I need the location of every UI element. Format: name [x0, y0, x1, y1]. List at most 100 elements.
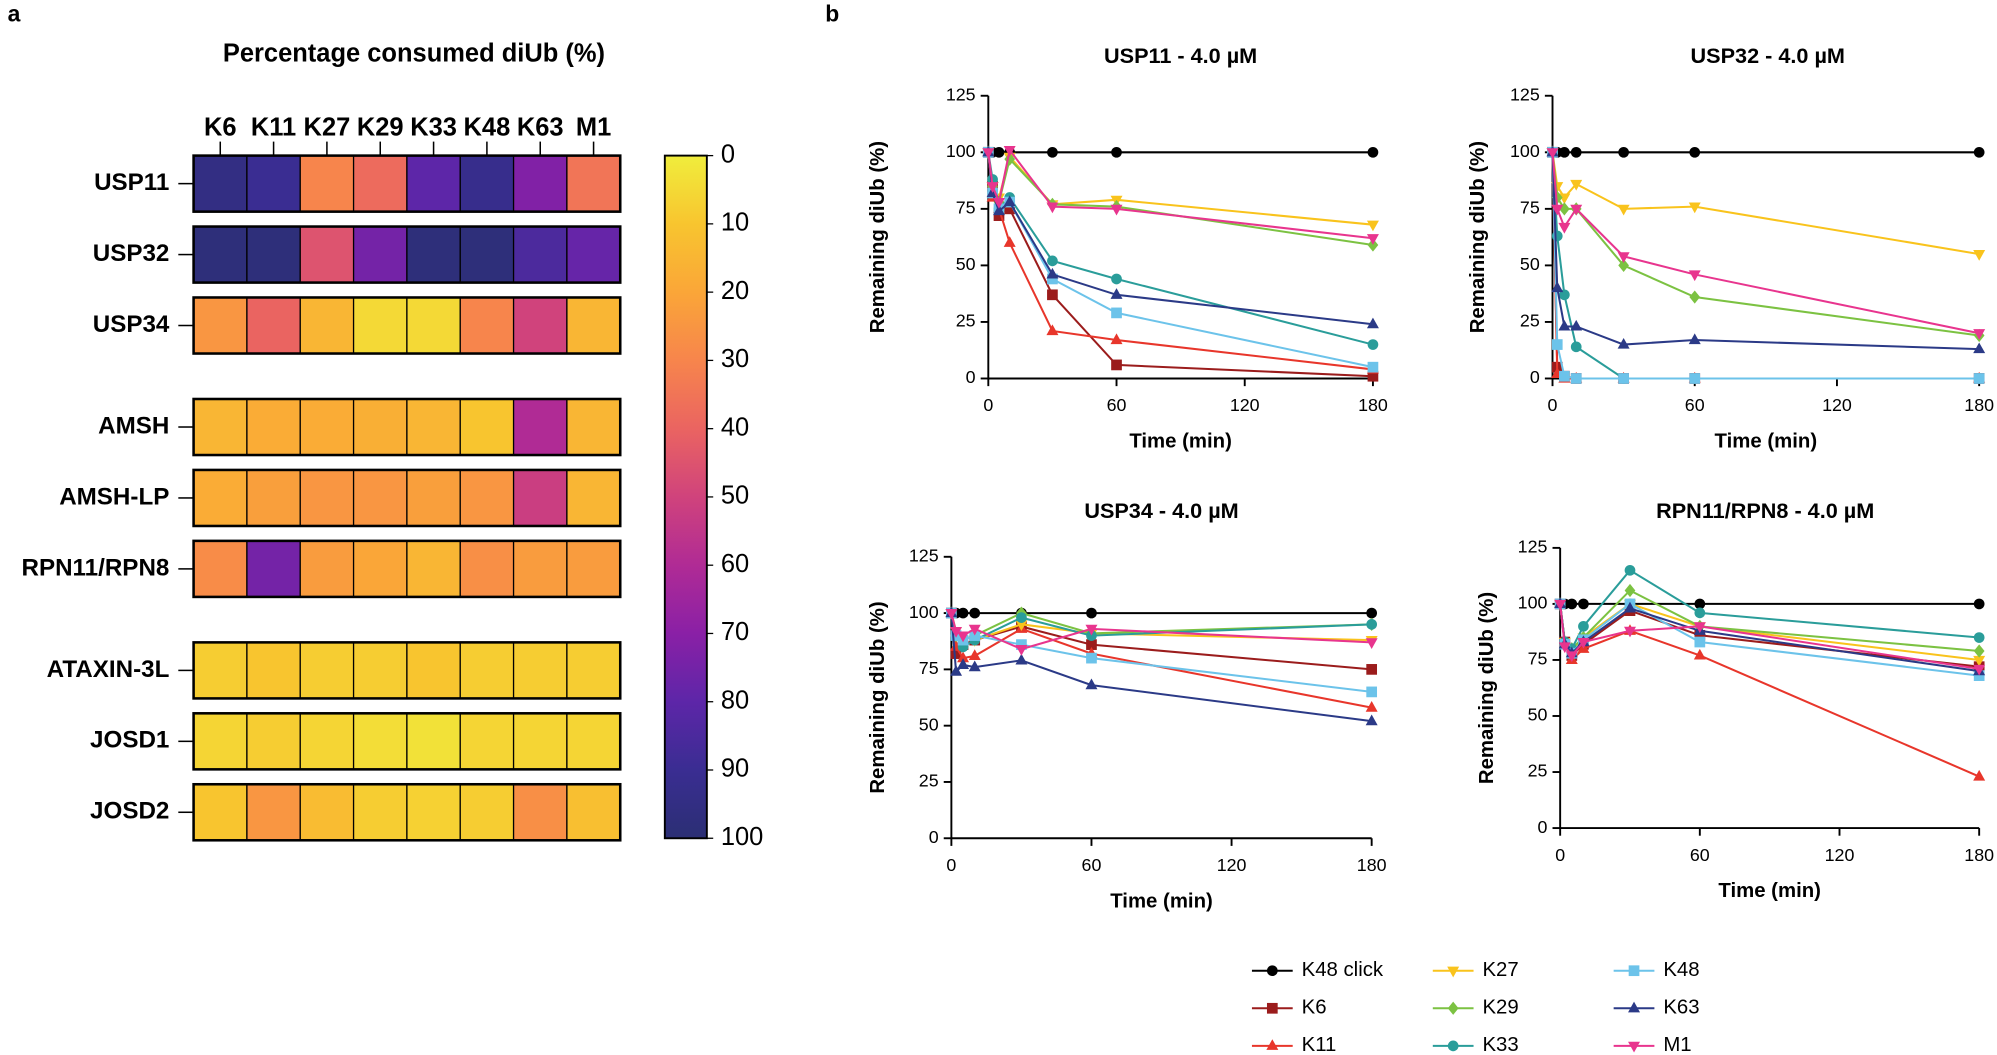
heatmap-cell: [246, 154, 301, 213]
data-point: [1046, 267, 1059, 279]
heatmap-cell: [406, 469, 461, 527]
data-point: [1110, 333, 1123, 345]
heatmap-cell: [352, 296, 408, 355]
x-tick-label: 60: [1690, 845, 1710, 865]
data-point: [1110, 204, 1123, 216]
legend-marker: [1447, 966, 1460, 978]
x-axis-label: Time (min): [1715, 431, 1818, 453]
heatmap-cell: [406, 783, 461, 841]
row-label: JOSD2: [90, 798, 169, 825]
data-point: [1554, 599, 1567, 611]
data-point: [1688, 202, 1701, 214]
data-point: [950, 627, 963, 638]
data-point: [1110, 288, 1123, 299]
data-point: [968, 624, 981, 636]
heatmap-cell: [352, 154, 408, 213]
data-point: [1366, 220, 1379, 232]
heatmap-cell: [299, 469, 355, 527]
colorbar-label: 100: [721, 823, 764, 851]
row-label: AMSH: [98, 412, 169, 439]
data-point: [1689, 373, 1701, 384]
data-point: [1973, 655, 1986, 667]
legend-label: K33: [1482, 1034, 1518, 1055]
legend-label: K11: [1302, 1034, 1337, 1055]
data-point: [1085, 678, 1098, 690]
data-point: [968, 660, 981, 672]
heatmap-cell: [566, 398, 621, 456]
y-tick-label: 100: [1510, 141, 1540, 161]
heatmap-cell: [406, 296, 461, 355]
column-label: M1: [576, 114, 611, 142]
data-point: [1694, 629, 1706, 641]
colorbar-label: 30: [721, 345, 749, 373]
series-line: [987, 152, 1374, 369]
data-point: [1973, 598, 1985, 610]
y-tick-label: 25: [1528, 761, 1548, 781]
heatmap-cell: [406, 712, 461, 770]
row-border: [192, 296, 622, 355]
row-label: USP34: [93, 311, 170, 338]
heatmap-cell: [299, 398, 355, 456]
data-point: [1624, 626, 1636, 638]
legend-marker: [1628, 1001, 1641, 1013]
x-tick-label: 60: [1685, 395, 1705, 415]
x-tick-label: 0: [1555, 845, 1565, 865]
series-line: [1551, 152, 1980, 380]
data-point: [1559, 289, 1570, 301]
y-tick-label: 75: [956, 198, 976, 218]
data-point: [1086, 630, 1097, 641]
data-point: [1973, 146, 1985, 158]
data-point: [1973, 250, 1986, 261]
data-point: [1111, 307, 1122, 319]
heatmap-cell: [246, 398, 301, 456]
row-border: [192, 712, 622, 771]
data-point: [1111, 273, 1122, 285]
colorbar-label: 40: [721, 413, 749, 441]
heatmap-cell: [246, 540, 301, 598]
x-tick-label: 0: [946, 855, 956, 875]
heatmap-cell: [299, 154, 355, 213]
data-point: [1694, 598, 1706, 610]
heatmap-cell: [246, 225, 301, 284]
data-point: [1366, 686, 1378, 698]
column-label: K29: [357, 114, 404, 142]
data-point: [993, 204, 1005, 216]
series-line: [1551, 152, 1980, 256]
row-border: [192, 539, 622, 599]
heatmap-cell: [246, 641, 301, 700]
series-line: [1551, 152, 1980, 380]
heatmap-cell: [406, 225, 461, 284]
heatmap-cell: [459, 296, 515, 355]
data-point: [1015, 653, 1028, 665]
data-point: [1570, 319, 1583, 331]
series-line: [950, 612, 1372, 693]
heatmap-cell: [299, 712, 355, 770]
data-point: [1624, 601, 1636, 613]
heatmap-cell: [352, 712, 408, 770]
row-label: USP11: [94, 169, 169, 196]
row-label: USP32: [93, 240, 170, 267]
data-point: [1973, 670, 1985, 681]
y-tick-label: 125: [1510, 84, 1540, 104]
y-tick-label: 100: [909, 602, 939, 622]
colorbar-label: 0: [721, 140, 735, 168]
y-tick-label: 75: [1528, 649, 1548, 669]
y-tick-label: 0: [1530, 367, 1540, 387]
colorbar-label: 90: [721, 755, 749, 783]
series-line: [987, 152, 1374, 226]
heatmap-cell: [192, 296, 248, 355]
data-point: [1365, 714, 1378, 726]
y-tick-label: 25: [956, 311, 976, 331]
row-border: [192, 641, 622, 700]
heatmap-cell: [192, 641, 248, 700]
data-point: [1618, 146, 1629, 158]
heatmap-cell: [459, 225, 515, 284]
colorbar-label: 10: [721, 209, 749, 237]
row-border: [192, 782, 622, 842]
heatmap-cell: [192, 225, 248, 284]
x-tick-label: 180: [1964, 395, 1994, 415]
heatmap-title: Percentage consumed diUb (%): [223, 40, 605, 68]
column-label: K63: [517, 114, 564, 142]
heatmap-cell: [566, 783, 621, 841]
